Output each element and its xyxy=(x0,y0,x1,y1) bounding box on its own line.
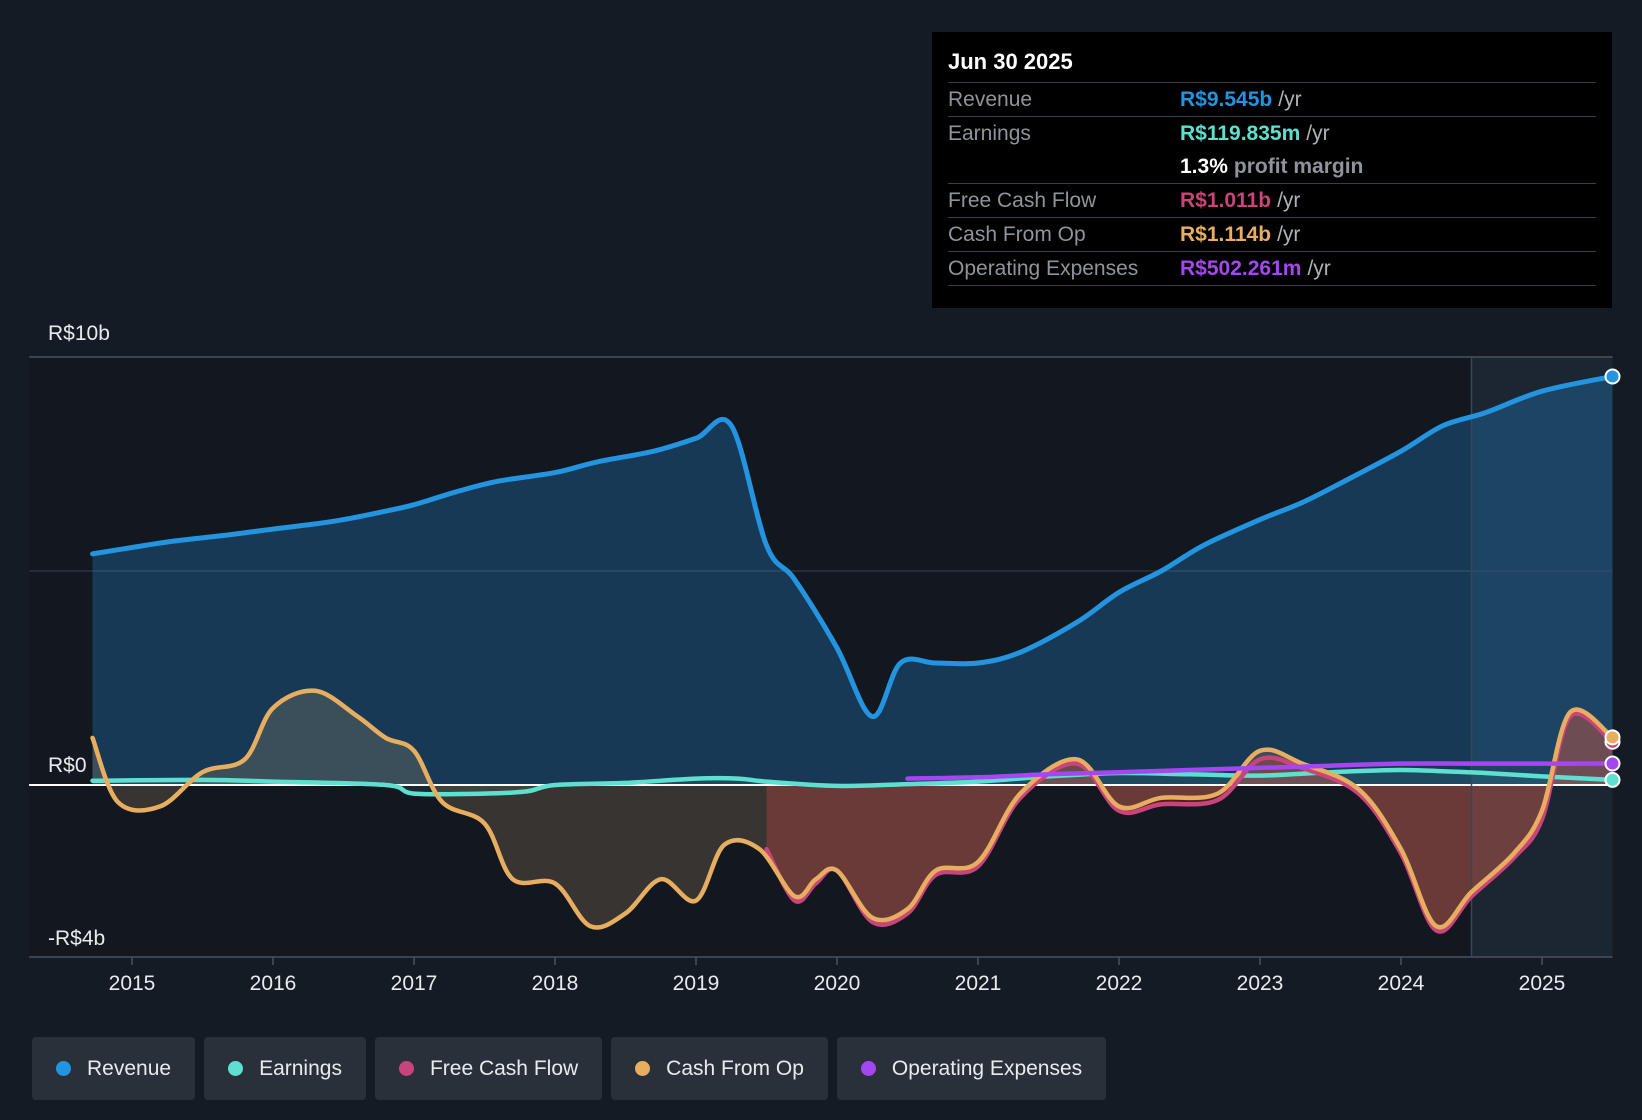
line-free-cash-flow xyxy=(764,711,1615,934)
legend-dot-operating-expenses xyxy=(860,1061,876,1076)
legend-label-free-cash-flow: Free Cash Flow xyxy=(429,1056,579,1080)
tooltip-unit-earnings: /yr xyxy=(1306,121,1330,145)
endpoint-dot-earnings[interactable] xyxy=(1604,771,1621,788)
x-tick-label-2018: 2018 xyxy=(532,972,579,995)
legend-dot-earnings xyxy=(228,1061,244,1076)
tooltip-value-earnings: R$119.835m xyxy=(1180,121,1301,145)
legend-label-revenue: Revenue xyxy=(87,1056,172,1080)
y-axis-label-1: R$0 xyxy=(48,754,87,777)
x-tick-label-2023: 2023 xyxy=(1237,972,1284,995)
legend-item-revenue[interactable]: Revenue xyxy=(32,1037,196,1100)
line-earnings xyxy=(90,767,1615,797)
tooltip-value-fcf: R$1.011b xyxy=(1180,188,1272,212)
tooltip-value-cfo: R$1.114b xyxy=(1180,222,1272,246)
legend-dot-revenue xyxy=(56,1061,71,1076)
x-tick-label-2021: 2021 xyxy=(955,972,1002,995)
legend-item-cash-from-op[interactable]: Cash From Op xyxy=(611,1037,828,1100)
legend-label-earnings: Earnings xyxy=(259,1056,342,1080)
x-tick-label-2025: 2025 xyxy=(1519,972,1566,995)
tooltip-row-earnings: Earnings R$119.835m /yr xyxy=(948,116,1596,150)
x-tick-label-2024: 2024 xyxy=(1378,972,1425,995)
x-tick-label-2019: 2019 xyxy=(673,972,720,995)
tooltip-row-opex: Operating Expenses R$502.261m /yr xyxy=(948,251,1596,286)
tooltip-label-fcf: Free Cash Flow xyxy=(948,188,1097,212)
area-free-cash-flow xyxy=(766,713,1613,932)
forecast-shade xyxy=(1471,357,1613,957)
legend-item-earnings[interactable]: Earnings xyxy=(204,1037,366,1100)
endpoint-dot-cash-from-op[interactable] xyxy=(1604,729,1621,746)
legend-label-cash-from-op: Cash From Op xyxy=(666,1056,804,1080)
area-revenue xyxy=(92,376,1613,785)
tooltip-unit-fcf: /yr xyxy=(1277,188,1301,212)
x-tick-label-2022: 2022 xyxy=(1096,972,1143,995)
tooltip-row-cfo: Cash From Op R$1.114b /yr xyxy=(948,217,1596,251)
tooltip-row-fcf: Free Cash Flow R$1.011b /yr xyxy=(948,183,1596,217)
y-axis-label-0: R$10b xyxy=(48,322,110,345)
line-operating-expenses xyxy=(905,761,1615,781)
legend-item-operating-expenses[interactable]: Operating Expenses xyxy=(836,1037,1107,1100)
x-tick-label-2017: 2017 xyxy=(391,972,438,995)
tooltip-row-margin: 1.3% profit margin xyxy=(948,150,1596,183)
plot-background xyxy=(29,357,1613,957)
legend: Revenue Earnings Free Cash Flow Cash Fro… xyxy=(32,1037,1107,1100)
x-tick-label-2016: 2016 xyxy=(250,972,297,995)
tooltip-date: Jun 30 2025 xyxy=(948,49,1073,74)
y-axis-label-2: -R$4b xyxy=(48,927,105,950)
x-tick-label-2015: 2015 xyxy=(109,972,156,995)
tooltip-unit-opex: /yr xyxy=(1307,256,1331,280)
tooltip-value-margin: 1.3% xyxy=(1180,154,1228,178)
endpoint-dot-operating-expenses[interactable] xyxy=(1604,755,1621,772)
legend-label-operating-expenses: Operating Expenses xyxy=(891,1056,1083,1080)
area-cash-from-op xyxy=(92,690,1613,928)
legend-item-free-cash-flow[interactable]: Free Cash Flow xyxy=(374,1037,603,1100)
legend-dot-cash-from-op xyxy=(635,1061,651,1076)
tooltip-unit-cfo: /yr xyxy=(1277,222,1301,246)
line-cash-from-op xyxy=(90,688,1615,930)
x-tick-label-2020: 2020 xyxy=(814,972,861,995)
tooltip-value-revenue: R$9.545b xyxy=(1180,87,1273,111)
line-revenue xyxy=(90,374,1615,719)
tooltip-unit-revenue: /yr xyxy=(1278,87,1302,111)
endpoint-dot-revenue[interactable] xyxy=(1604,368,1621,385)
tooltip-row-revenue: Revenue R$9.545b /yr xyxy=(948,82,1596,116)
tooltip-label-opex: Operating Expenses xyxy=(948,256,1139,280)
tooltip-label-margin: profit margin xyxy=(1233,154,1364,178)
tooltip-label-revenue: Revenue xyxy=(948,87,1033,111)
tooltip: Jun 30 2025 Revenue R$9.545b /yr Earning… xyxy=(932,32,1612,308)
tooltip-label-cfo: Cash From Op xyxy=(948,222,1086,246)
tooltip-label-earnings: Earnings xyxy=(948,121,1031,145)
tooltip-value-opex: R$502.261m xyxy=(1180,256,1302,280)
legend-dot-free-cash-flow xyxy=(398,1061,414,1076)
